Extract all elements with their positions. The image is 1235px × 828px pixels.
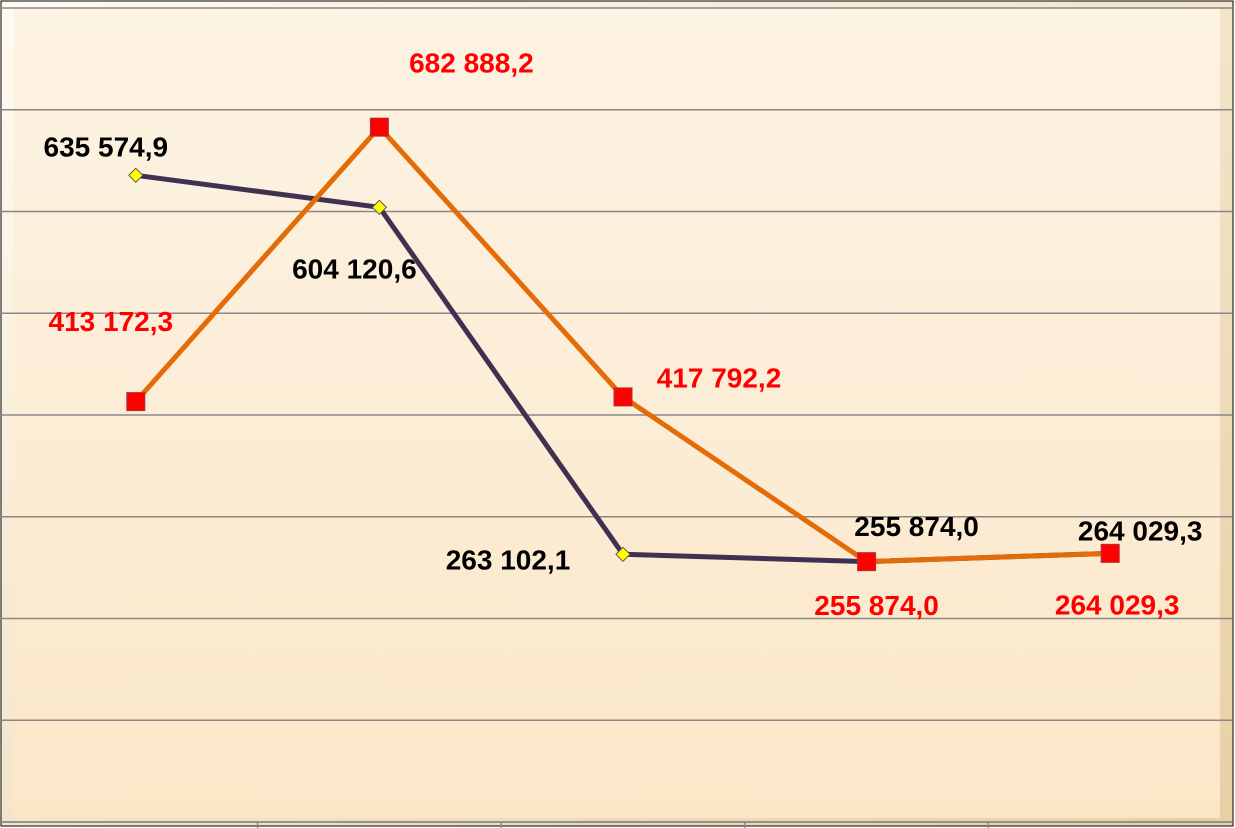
plot-area — [14, 8, 1220, 818]
marker — [857, 552, 877, 572]
data-label: 263 102,1 — [446, 545, 571, 576]
marker — [1100, 543, 1120, 563]
data-label: 255 874,0 — [814, 590, 939, 621]
marker — [369, 117, 389, 137]
marker — [615, 546, 631, 563]
marker — [126, 392, 146, 412]
data-label: 413 172,3 — [49, 306, 174, 337]
data-label: 264 029,3 — [1055, 590, 1180, 621]
marker — [128, 167, 144, 184]
data-label: 604 120,6 — [292, 254, 417, 285]
marker — [613, 387, 633, 407]
data-label: 635 574,9 — [44, 132, 169, 163]
data-label: 417 792,2 — [657, 362, 782, 393]
marker — [371, 199, 388, 216]
data-label: 682 888,2 — [409, 48, 534, 79]
data-label: 255 874,0 — [854, 511, 979, 542]
data-label: 264 029,3 — [1078, 516, 1203, 547]
